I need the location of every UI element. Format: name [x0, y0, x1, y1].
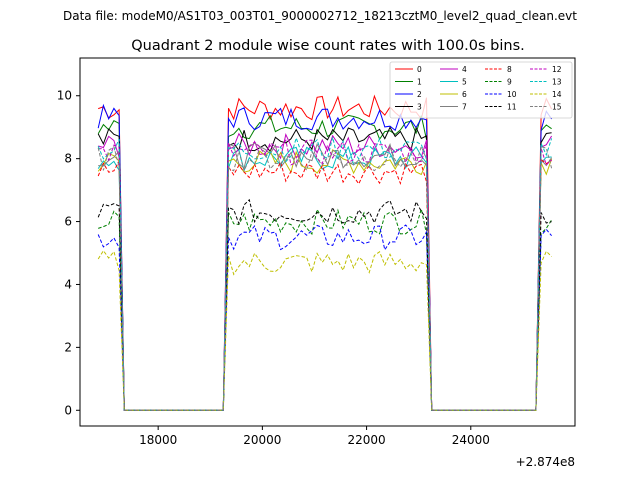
legend-label-13: 13: [552, 78, 562, 87]
series-line-14: [97, 249, 552, 411]
legend-label-15: 15: [552, 103, 562, 112]
legend-box: [389, 61, 573, 119]
legend-label-7: 7: [462, 103, 467, 112]
series-line-4: [98, 132, 553, 411]
legend-label-0: 0: [417, 65, 422, 74]
legend-label-14: 14: [552, 90, 562, 99]
series-line-10: [97, 224, 552, 411]
legend-label-3: 3: [417, 103, 422, 112]
y-tick-label: 4: [64, 277, 72, 291]
x-tick-label: 24000: [452, 433, 490, 447]
series-line-6: [97, 148, 553, 411]
series-line-12: [98, 139, 552, 411]
legend-label-4: 4: [462, 65, 467, 74]
y-tick-label: 10: [57, 89, 72, 103]
series-line-15: [97, 144, 553, 411]
series-line-0: [98, 94, 553, 411]
y-tick-label: 8: [64, 152, 72, 166]
x-tick-label: 20000: [243, 433, 281, 447]
series-line-13: [97, 136, 553, 411]
y-tick-label: 0: [64, 403, 72, 417]
legend-label-1: 1: [417, 78, 422, 87]
y-tick-label: 6: [64, 215, 72, 229]
data-file-header: Data file: modeM0/AS1T03_003T01_90000027…: [63, 9, 577, 23]
legend-label-10: 10: [507, 90, 517, 99]
legend-label-11: 11: [507, 103, 517, 112]
axes-frame: [79, 57, 576, 427]
series-line-11: [97, 198, 552, 411]
series-line-8: [97, 158, 552, 411]
series-line-2: [97, 103, 553, 411]
series-line-9: [98, 208, 553, 411]
plot-area: [97, 94, 553, 411]
legend-label-6: 6: [462, 90, 467, 99]
series-line-7: [98, 142, 553, 411]
legend-label-9: 9: [507, 78, 512, 87]
chart-title: Quadrant 2 module wise count rates with …: [131, 38, 525, 54]
y-tick-label: 2: [64, 340, 72, 354]
axis-ticks: 18000 20000 22000 24000 0 2 4 6 8 10: [57, 89, 490, 447]
legend-label-5: 5: [462, 78, 467, 87]
series-line-5: [97, 145, 552, 411]
legend-label-8: 8: [507, 65, 512, 74]
legend-label-2: 2: [417, 90, 422, 99]
legend-label-12: 12: [552, 65, 562, 74]
series-line-3: [97, 126, 552, 411]
x-tick-label: 22000: [347, 433, 385, 447]
x-offset-label: +2.874e8: [516, 455, 575, 469]
x-tick-label: 18000: [139, 433, 177, 447]
